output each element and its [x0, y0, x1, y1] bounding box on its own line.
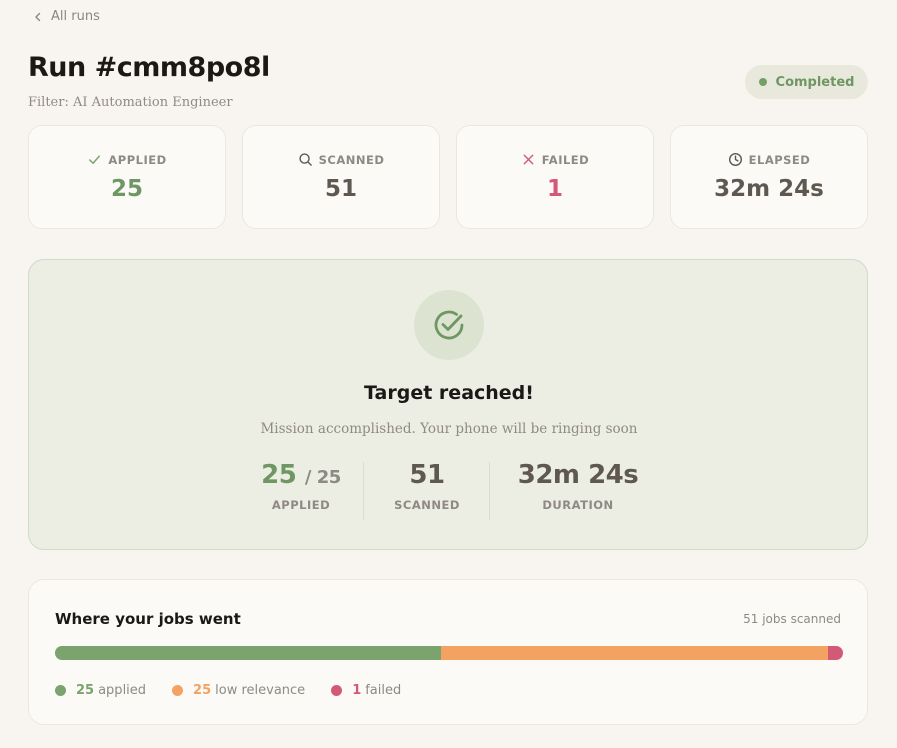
status-dot: [758, 78, 767, 86]
target-reached-panel: Target reached! Mission accomplished. Yo…: [28, 259, 868, 550]
target-title: Target reached!: [364, 382, 534, 404]
filter-text: Filter: AI Automation Engineer: [28, 95, 233, 110]
stat-value-applied: 25: [110, 176, 143, 202]
bar-segment-applied: [55, 646, 442, 660]
status-label: Completed: [775, 74, 855, 90]
bar-segment-failed: [827, 646, 843, 660]
x-icon: [523, 154, 534, 165]
metric-scanned-value: 51: [409, 460, 445, 490]
metric-applied-value: 25: [261, 460, 297, 490]
legend-label: applied: [98, 683, 147, 698]
metric-applied: 25 / 25 APPLIED: [241, 460, 361, 512]
stat-card-failed: FAILED 1: [456, 125, 654, 229]
metric-duration-label: DURATION: [542, 498, 614, 512]
status-badge: Completed: [745, 65, 868, 99]
back-link-label: All runs: [51, 9, 100, 24]
target-subtitle: Mission accomplished. Your phone will be…: [260, 421, 638, 437]
legend-label: low relevance: [215, 683, 306, 698]
stat-label-applied: APPLIED: [108, 152, 167, 167]
metric-applied-label: APPLIED: [271, 498, 331, 512]
metric-divider: [363, 462, 364, 520]
stat-cards: APPLIED 25 SCANNED 51 FAILED 1 ELAPSED 3…: [28, 125, 868, 229]
metric-duration: 32m 24s DURATION: [503, 460, 653, 512]
legend-dot: [55, 685, 66, 696]
legend-item: 1 failed: [331, 683, 401, 698]
success-badge: [414, 290, 484, 360]
jobs-distribution-bar: [55, 646, 843, 660]
clock-icon: [728, 152, 742, 167]
stat-card-elapsed: ELAPSED 32m 24s: [670, 125, 868, 229]
back-link-all-runs[interactable]: All runs: [33, 9, 100, 24]
metric-scanned-label: SCANNED: [394, 498, 460, 512]
metric-duration-value: 32m 24s: [517, 460, 639, 490]
legend-item: 25 applied: [55, 683, 146, 698]
legend-count: 1: [352, 683, 362, 698]
stat-label-elapsed: ELAPSED: [748, 152, 811, 167]
stat-label-failed: FAILED: [541, 152, 590, 167]
metric-divider: [489, 462, 490, 520]
metric-applied-of: / 25: [304, 467, 341, 488]
jobs-title: Where your jobs went: [55, 610, 241, 628]
legend-count: 25: [193, 683, 212, 698]
stat-card-applied: APPLIED 25: [28, 125, 226, 229]
stat-value-failed: 1: [546, 176, 563, 202]
stat-value-elapsed: 32m 24s: [714, 176, 824, 202]
check-circle-icon: [434, 310, 464, 340]
jobs-count: 51 jobs scanned: [743, 612, 841, 626]
legend-dot: [331, 685, 343, 696]
stat-value-scanned: 51: [324, 176, 357, 202]
legend-count: 25: [76, 683, 95, 698]
stat-card-scanned: SCANNED 51: [242, 125, 440, 229]
target-metrics: 25 / 25 APPLIED 51 SCANNED 32m 24s DURAT…: [29, 460, 869, 520]
search-icon: [298, 153, 312, 166]
page-title: Run #cmm8po8l: [28, 52, 270, 83]
check-icon: [89, 155, 101, 164]
chevron-left-icon: [35, 12, 41, 21]
jobs-breakdown-panel: Where your jobs went 51 jobs scanned 25 a…: [28, 579, 868, 725]
stat-label-scanned: SCANNED: [318, 152, 385, 167]
legend-label: failed: [365, 683, 402, 698]
jobs-legend: 25 applied 25 low relevance 1 failed: [55, 683, 401, 698]
legend-item: 25 low relevance: [172, 683, 305, 698]
legend-dot: [172, 685, 184, 696]
metric-scanned: 51 SCANNED: [377, 460, 477, 512]
bar-segment-low-relevance: [441, 646, 828, 660]
